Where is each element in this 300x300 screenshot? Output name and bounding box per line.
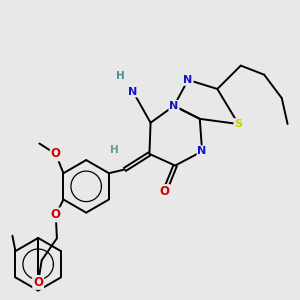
Text: O: O (160, 185, 170, 198)
Text: O: O (33, 276, 43, 289)
Text: N: N (183, 75, 193, 85)
Text: S: S (234, 119, 242, 129)
Text: H: H (116, 71, 124, 81)
Text: O: O (51, 208, 61, 221)
Text: H: H (110, 145, 119, 155)
Text: N: N (169, 101, 178, 111)
Text: O: O (51, 147, 61, 161)
Text: N: N (197, 146, 207, 156)
Text: N: N (128, 87, 138, 97)
